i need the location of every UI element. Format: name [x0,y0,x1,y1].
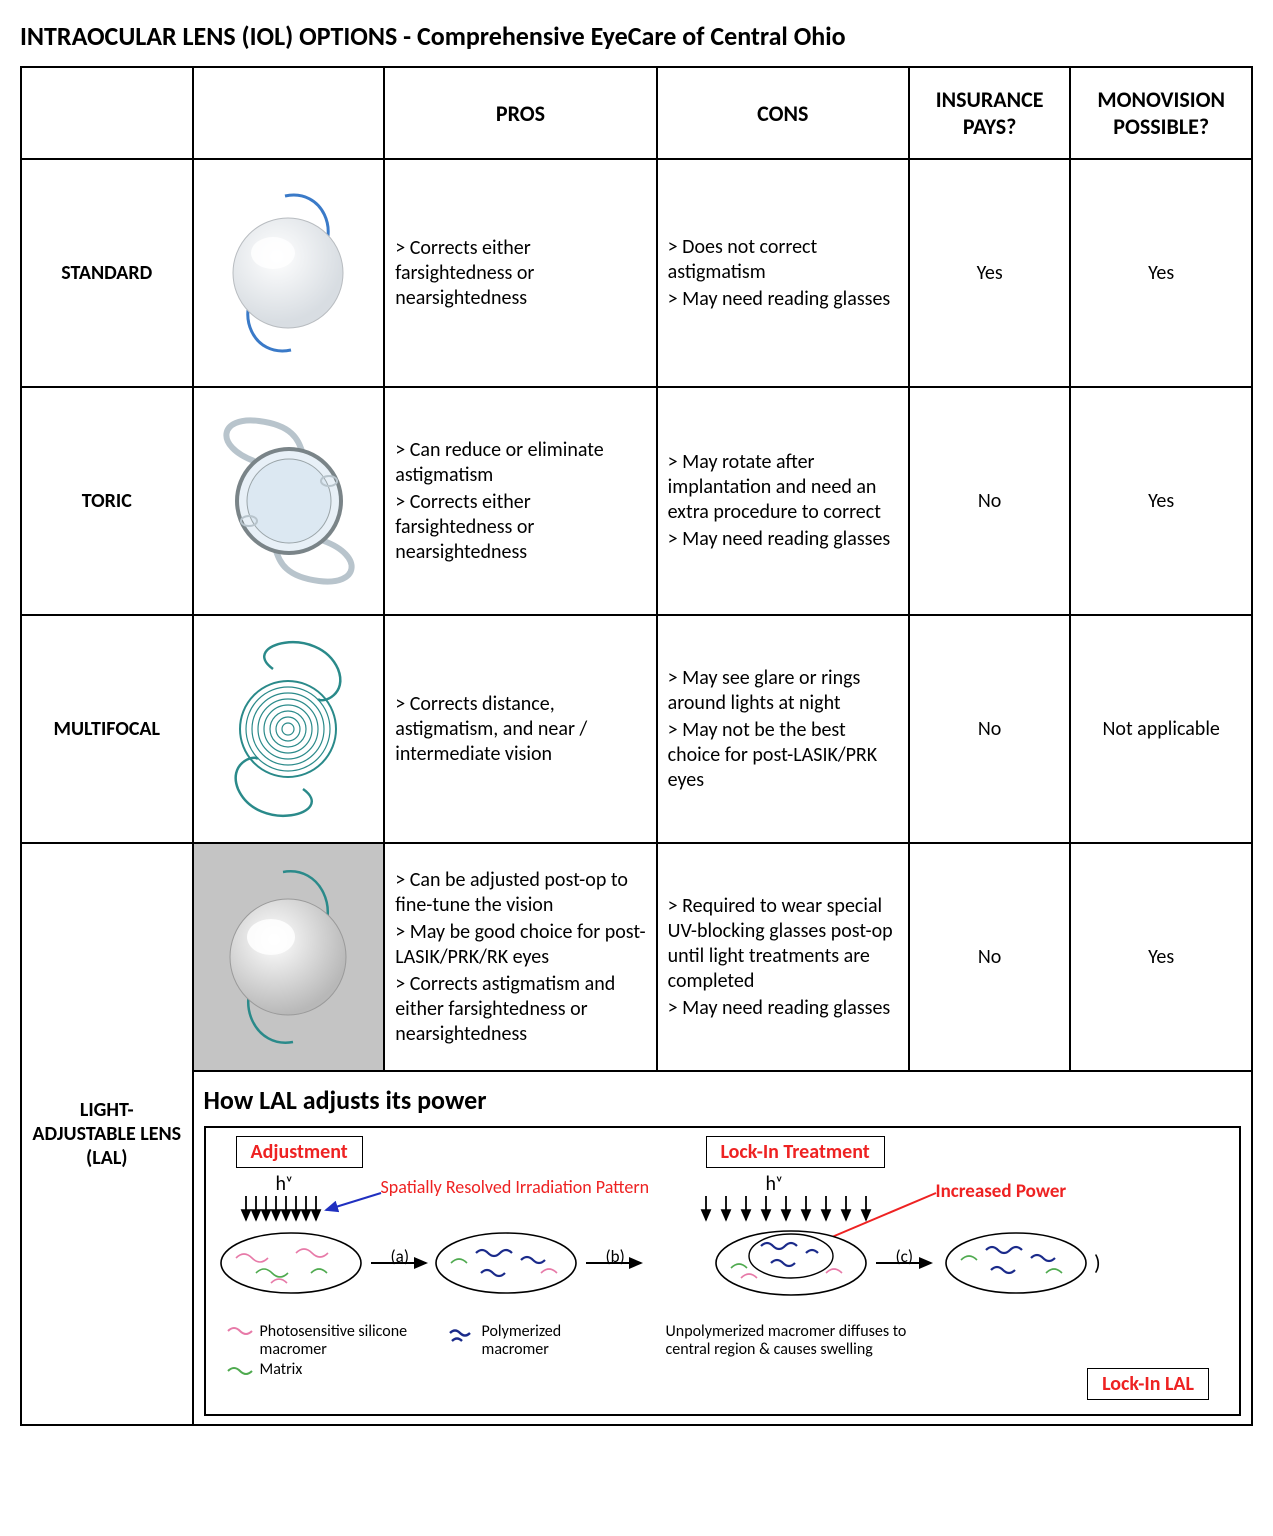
con-item: > May need reading glasses [668,996,898,1021]
header-pros: PROS [384,67,656,159]
monovision-standard: Yes [1070,159,1252,387]
pro-item: > Corrects astigmatism and either farsig… [395,972,645,1047]
pros-lal: > Can be adjusted post-op to fine-tune t… [384,843,656,1071]
pro-item: > Can reduce or eliminate astigmatism [395,438,645,488]
lal-diagram-cell: How LAL adjusts its power Adjustment Loc… [193,1071,1252,1425]
con-item: > Does not correct astigmatism [668,235,898,285]
lal-diagram: Adjustment Lock-In Treatment hᵛ hᵛ Spati… [204,1126,1241,1416]
legend-poly-icon [446,1323,476,1353]
pros-standard: > Corrects either farsightedness or near… [384,159,656,387]
pros-multifocal: > Corrects distance, astigmatism, and ne… [384,615,656,843]
legend-poly: Polymerized macromer [482,1323,602,1358]
pro-item: > Can be adjusted post-op to fine-tune t… [395,868,645,918]
table-row: TORIC > Can reduce or eliminate astigmat… [21,387,1252,615]
step-b-label: (b) [606,1246,625,1267]
step-a-label: (a) [391,1246,409,1267]
header-insurance: INSURANCE PAYS? [909,67,1070,159]
lal-process-svg: ) [216,1188,1216,1338]
diagram-title: How LAL adjusts its power [204,1084,1241,1116]
svg-text:): ) [1094,1249,1101,1276]
header-monovision: MONOVISION POSSIBLE? [1070,67,1252,159]
pro-item: > Corrects distance, astigmatism, and ne… [395,692,645,767]
header-name [21,67,193,159]
lens-name-lal: LIGHT-ADJUSTABLE LENS (LAL) [21,843,193,1425]
header-cons: CONS [657,67,909,159]
lens-image-standard [193,159,385,387]
con-item: > May need reading glasses [668,527,898,552]
stage-lockin-label: Lock-In Treatment [706,1136,885,1168]
cons-lal: > Required to wear special UV-blocking g… [657,843,909,1071]
toric-lens-icon [204,406,374,596]
pros-toric: > Can reduce or eliminate astigmatism > … [384,387,656,615]
lens-name-standard: STANDARD [21,159,193,387]
table-header-row: PROS CONS INSURANCE PAYS? MONOVISION POS… [21,67,1252,159]
monovision-multifocal: Not applicable [1070,615,1252,843]
legend-photo-icon [226,1323,254,1355]
multifocal-lens-icon [208,629,368,829]
legend-diffuse: Unpolymerized macromer diffuses to centr… [666,1323,916,1360]
legend-matrix-icon [226,1363,254,1377]
lal-lens-icon [213,857,363,1057]
con-item: > Required to wear special UV-blocking g… [668,894,898,994]
pro-item: > Corrects either farsightedness or near… [395,490,645,565]
con-item: > May see glare or rings around lights a… [668,666,898,716]
con-item: > May not be the best choice for post-LA… [668,718,898,793]
table-row: STANDARD > Corrects either fars [21,159,1252,387]
table-row-diagram: How LAL adjusts its power Adjustment Loc… [21,1071,1252,1425]
insurance-multifocal: No [909,615,1070,843]
legend-photo: Photosensitive silicone macromer [260,1323,410,1358]
insurance-standard: Yes [909,159,1070,387]
legend-matrix: Matrix [260,1360,303,1379]
con-item: > May need reading glasses [668,287,898,312]
lens-image-lal [193,843,385,1071]
table-row: LIGHT-ADJUSTABLE LENS (LAL) > C [21,843,1252,1071]
lens-image-multifocal [193,615,385,843]
cons-toric: > May rotate after implantation and need… [657,387,909,615]
table-row: MULTIFOCAL > Corrects distance, astigmat… [21,615,1252,843]
cons-standard: > Does not correct astigmatism > May nee… [657,159,909,387]
lens-name-multifocal: MULTIFOCAL [21,615,193,843]
lens-image-toric [193,387,385,615]
iol-options-table: PROS CONS INSURANCE PAYS? MONOVISION POS… [20,66,1253,1426]
page-title: INTRAOCULAR LENS (IOL) OPTIONS - Compreh… [20,20,1253,52]
stage-adjustment-label: Adjustment [236,1136,363,1168]
insurance-lal: No [909,843,1070,1071]
header-image [193,67,385,159]
insurance-toric: No [909,387,1070,615]
step-c-label: (c) [896,1246,914,1267]
lens-name-toric: TORIC [21,387,193,615]
con-item: > May rotate after implantation and need… [668,450,898,525]
lockin-lal-label: Lock-In LAL [1087,1368,1209,1400]
pro-item: > May be good choice for post-LASIK/PRK/… [395,920,645,970]
monovision-lal: Yes [1070,843,1252,1071]
monovision-toric: Yes [1070,387,1252,615]
cons-multifocal: > May see glare or rings around lights a… [657,615,909,843]
pro-item: > Corrects either farsightedness or near… [395,236,645,311]
standard-lens-icon [213,178,363,368]
